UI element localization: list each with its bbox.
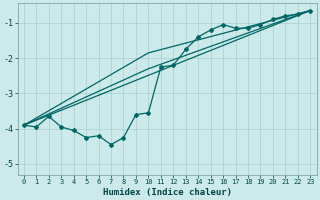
X-axis label: Humidex (Indice chaleur): Humidex (Indice chaleur) — [103, 188, 232, 197]
